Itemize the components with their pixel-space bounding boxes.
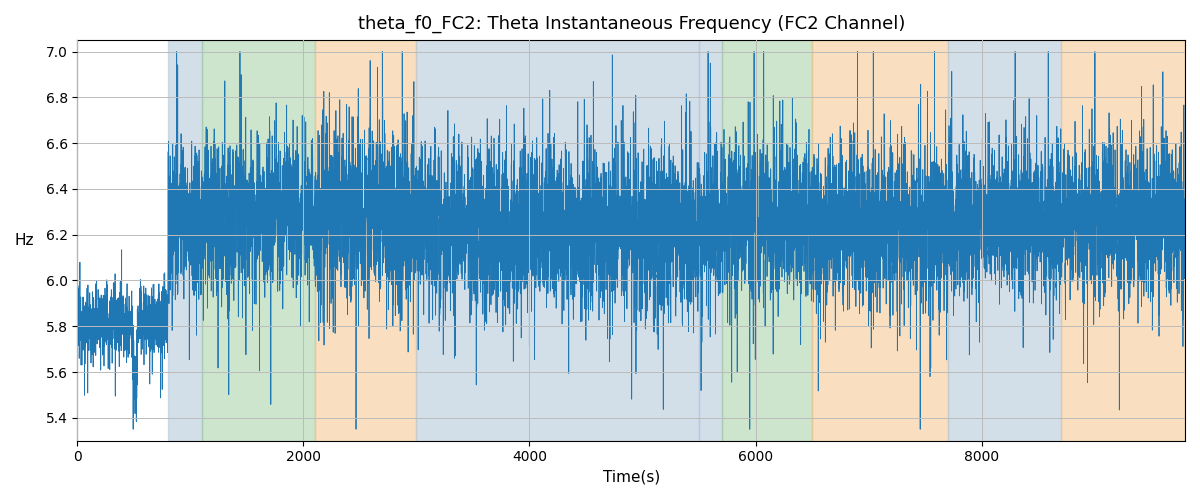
Bar <box>1061 40 1186 440</box>
Bar <box>314 40 416 440</box>
Title: theta_f0_FC2: Theta Instantaneous Frequency (FC2 Channel): theta_f0_FC2: Theta Instantaneous Freque… <box>358 15 905 34</box>
Bar <box>700 40 721 440</box>
Bar <box>812 40 948 440</box>
Bar <box>948 40 1061 440</box>
Bar <box>168 40 202 440</box>
Y-axis label: Hz: Hz <box>14 233 35 248</box>
Bar <box>416 40 700 440</box>
X-axis label: Time(s): Time(s) <box>602 470 660 485</box>
Bar <box>202 40 314 440</box>
Bar <box>721 40 812 440</box>
